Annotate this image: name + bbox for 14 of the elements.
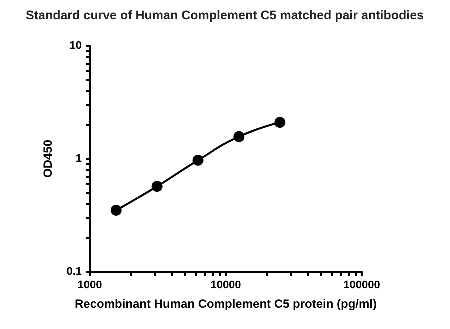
y-tick-label: 1 xyxy=(76,153,82,165)
point xyxy=(152,181,163,192)
y-axis-title: OD450 xyxy=(41,140,55,178)
chart-title: Standard curve of Human Complement C5 matched pair antibodies xyxy=(26,8,424,22)
x-tick-label: 10000 xyxy=(210,280,242,292)
point xyxy=(274,117,286,128)
x-tick-label: 100000 xyxy=(344,280,380,292)
x-axis-title: Recombinant Human Complement C5 protein (pg/ml) xyxy=(74,297,378,311)
y-tick-label: 0.1 xyxy=(66,266,82,278)
x-tick-label: 1000 xyxy=(78,280,102,292)
y-tick-label: 10 xyxy=(70,40,82,52)
point xyxy=(192,154,204,166)
point xyxy=(234,131,245,142)
point xyxy=(110,205,122,216)
